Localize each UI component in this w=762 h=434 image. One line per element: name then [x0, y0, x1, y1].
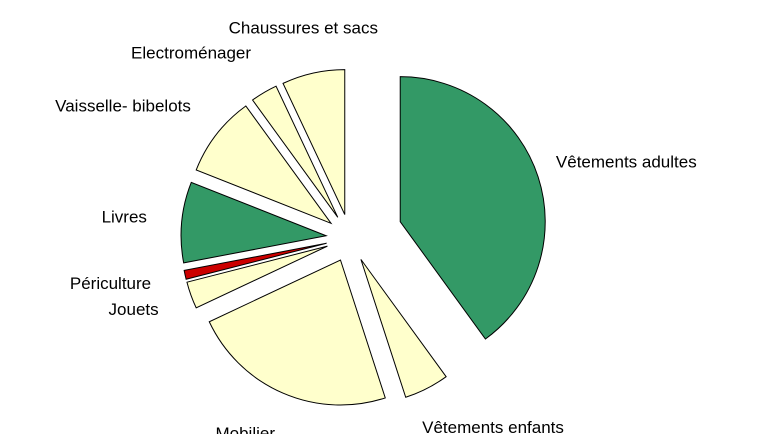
pie-slice: [180, 181, 328, 264]
pie-slice: [360, 259, 447, 398]
slice-label: Vaisselle- bibelots: [55, 96, 191, 115]
pie-slice: [183, 242, 327, 280]
pie-slice: [195, 105, 333, 225]
slice-label: Vêtements adultes: [556, 152, 697, 171]
slice-label: Jouets: [109, 300, 159, 319]
slice-label: Chaussures et sacs: [229, 19, 378, 38]
pie-slice: [251, 85, 339, 218]
pie-slice: [186, 245, 328, 309]
pie-slice: [399, 76, 546, 340]
slice-label: Electroménager: [131, 43, 251, 62]
slice-label: Périculture: [70, 274, 151, 293]
slice-label: Vêtements enfants: [422, 418, 564, 434]
pie-slice: [208, 259, 386, 406]
slice-label: Mobilier: [215, 424, 275, 434]
pie-slice: [282, 69, 346, 215]
slice-label: Livres: [102, 207, 147, 226]
